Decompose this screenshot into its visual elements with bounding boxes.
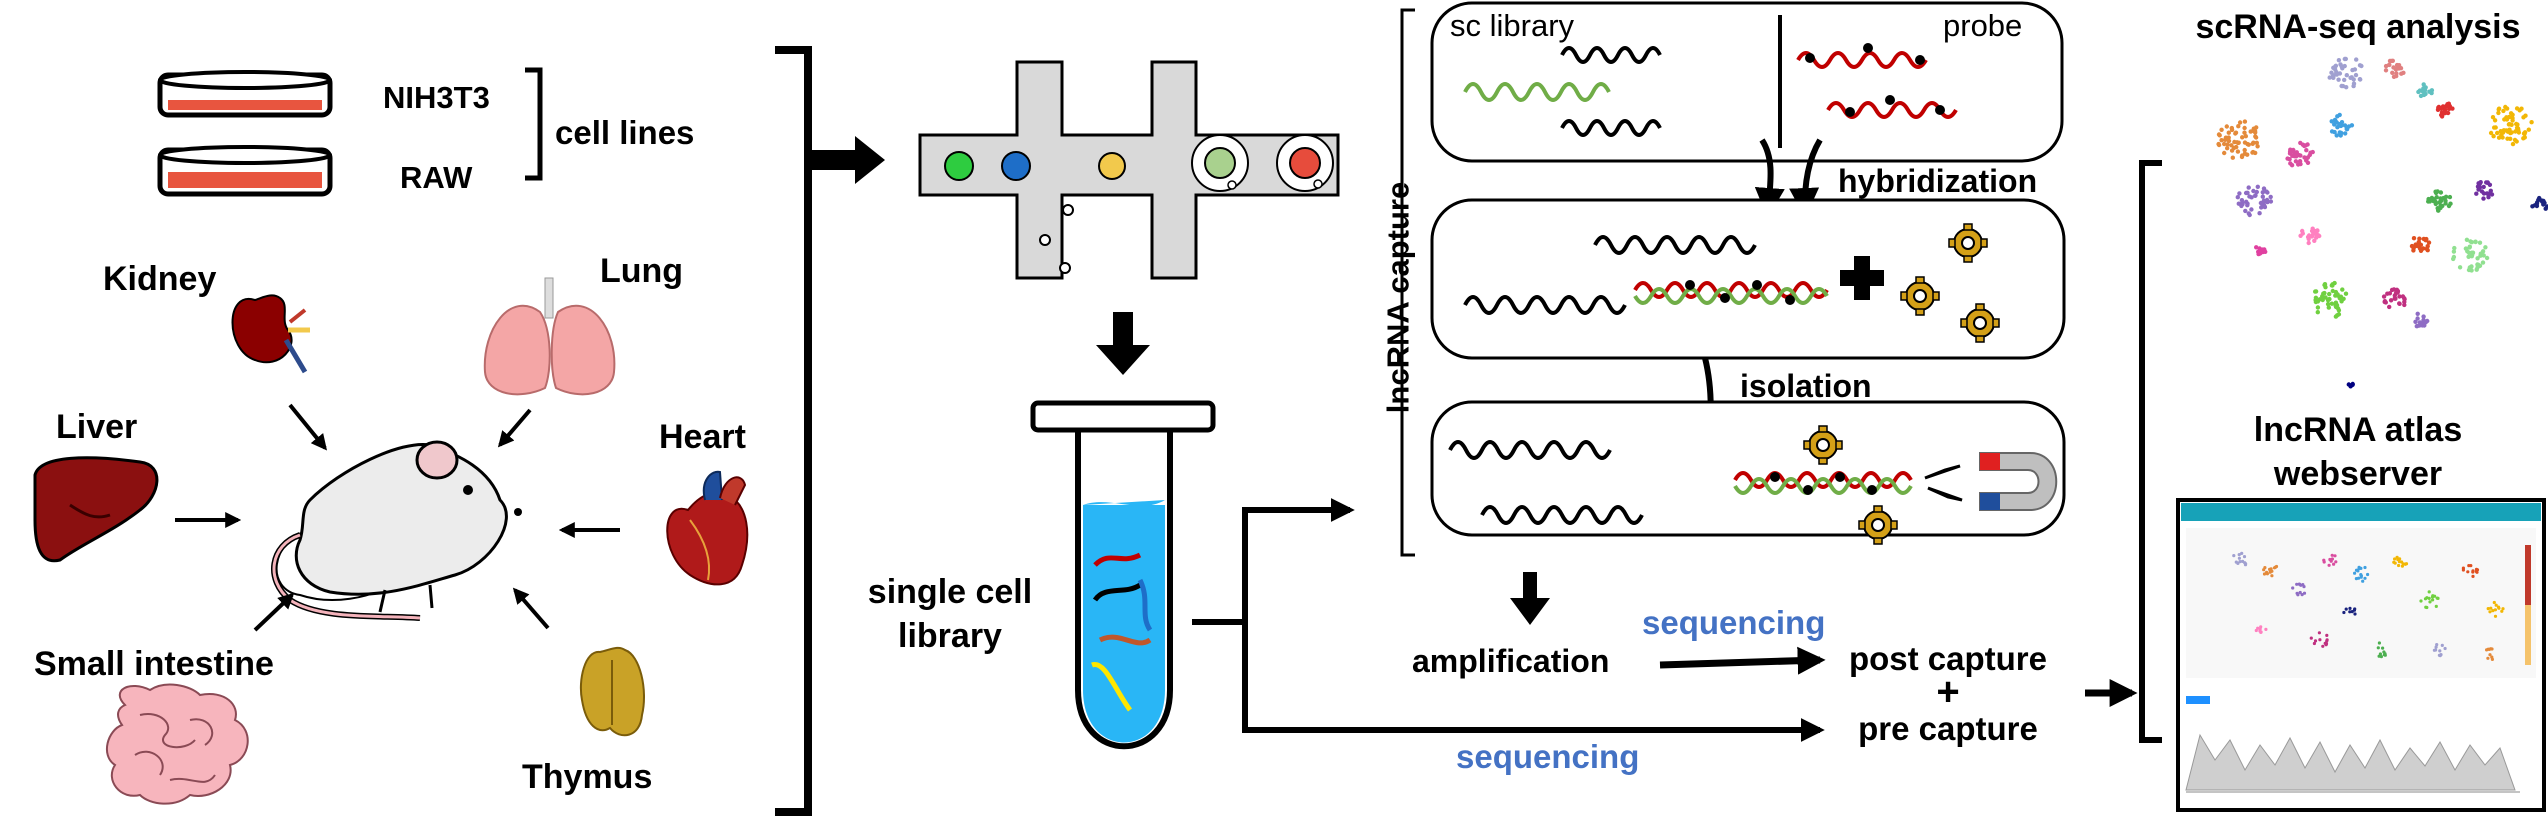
mouse-icon [271,440,522,621]
thymus-label: Thymus [522,758,653,796]
probe-label: probe [1943,8,2023,43]
samples-bracket [775,46,812,816]
lung-label: Lung [600,252,684,290]
sequencing-top-label: sequencing [1642,604,1826,641]
liver-label: Liver [56,408,138,446]
gear-icon [1948,223,1988,263]
atlas-title: lncRNA atlas webserver [2188,408,2528,496]
library-line1: single cell [867,573,1033,611]
capture-box-isolated [1430,400,2066,537]
capture-bracket [1400,8,1415,557]
cell-lines-group-label: cell lines [555,114,695,151]
liver-icon [33,456,159,563]
capture-box-hybridized [1430,198,2066,360]
isolation-label: isolation [1740,368,1872,404]
sc-library-label: sc library [1450,8,1575,43]
kidney-to-mouse-arrow [288,403,328,451]
cell-line-raw-label: RAW [400,160,473,195]
gear-icon [1900,276,1940,316]
gear-icon [1803,425,1843,465]
library-line2: library [898,617,1002,656]
capture-side-label: lncRNA capture [1380,181,1416,414]
tube-branch-line [1192,498,1355,625]
pre-capture-label: pre capture [1858,710,2038,747]
gear-icon [1858,505,1898,545]
plus-label: + [1936,670,1960,714]
lung-to-mouse-arrow [497,408,532,448]
analysis-bracket [2139,160,2162,743]
webserver-umap-icon [2232,551,2505,662]
samples-to-chip-arrow [812,136,885,184]
amplification-to-post-capture-arrow [1659,646,1826,675]
atlas-line1: lncRNA atlas [2253,411,2463,449]
microfluidic-chip-icon [918,60,1340,280]
intestine-icon [105,683,249,805]
petri-dish-icon [157,70,333,118]
heart-icon [666,470,749,586]
kidney-label: Kidney [103,260,217,298]
post-capture-label: post capture [1848,640,2048,677]
cell-line-nih3t3-label: NIH3T3 [383,80,490,115]
umap-plot-icon [2216,56,2548,389]
intestine-to-mouse-arrow [253,592,295,632]
thymus-to-mouse-arrow [512,587,550,630]
single-cell-library-label: single cell library [850,570,1050,658]
hybridization-label: hybridization [1838,163,2038,199]
sequencing-bottom-label: sequencing [1456,738,1640,775]
gear-icon [1960,303,2000,343]
capture-box-library-probe [1430,1,2064,163]
magnet-icon [1924,452,2058,511]
chip-to-tube-arrow [1096,312,1150,375]
atlas-line2: webserver [2273,455,2443,494]
heart-label: Heart [659,418,746,456]
thymus-icon [579,646,646,737]
kidney-icon [231,294,310,374]
lung-icon [483,277,616,396]
amplification-label: amplification [1412,643,1610,679]
petri-dish-icon [157,145,333,197]
small-intestine-label: Small intestine [34,645,274,683]
tube-icon [1030,400,1216,750]
cell-lines-bracket [525,67,543,181]
tube-to-pre-capture-arrow [1242,622,1825,742]
analysis-title: scRNA-seq analysis [2195,8,2521,46]
webserver-screenshot-icon [2176,498,2546,812]
